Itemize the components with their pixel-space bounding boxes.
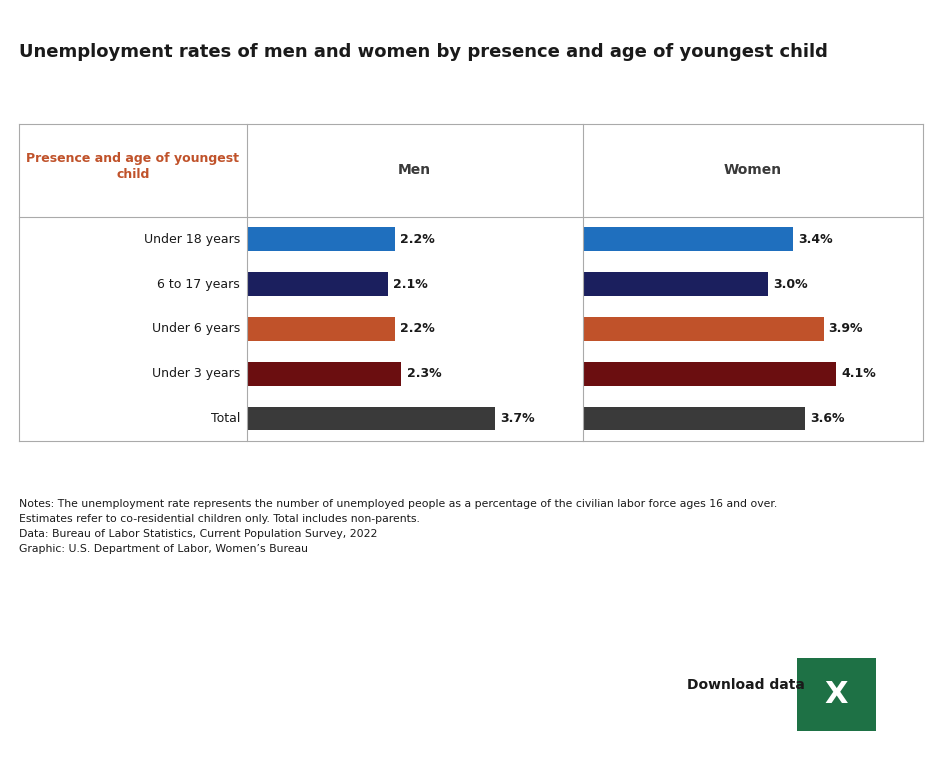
Text: 3.9%: 3.9% <box>829 323 863 335</box>
Text: 3.4%: 3.4% <box>798 233 832 245</box>
Text: Men: Men <box>398 163 432 177</box>
Text: 2.2%: 2.2% <box>400 323 434 335</box>
Text: Under 6 years: Under 6 years <box>152 323 240 335</box>
Text: 3.6%: 3.6% <box>810 413 844 425</box>
Text: Unemployment rates of men and women by presence and age of youngest child: Unemployment rates of men and women by p… <box>19 43 828 60</box>
Text: 4.1%: 4.1% <box>841 368 876 380</box>
Bar <box>247 362 402 385</box>
Text: Download data: Download data <box>687 678 804 692</box>
Bar <box>582 362 836 385</box>
Bar <box>582 272 768 296</box>
Bar <box>582 228 793 251</box>
Bar <box>247 317 394 341</box>
Bar <box>247 272 388 296</box>
Text: X: X <box>825 680 848 709</box>
Text: Under 3 years: Under 3 years <box>152 368 240 380</box>
Text: Notes: The unemployment rate represents the number of unemployed people as a per: Notes: The unemployment rate represents … <box>19 499 777 553</box>
Text: Under 18 years: Under 18 years <box>144 233 240 245</box>
Text: 6 to 17 years: 6 to 17 years <box>158 278 240 290</box>
Text: 2.2%: 2.2% <box>400 233 434 245</box>
Text: 3.0%: 3.0% <box>773 278 808 290</box>
Text: Women: Women <box>723 163 782 177</box>
Text: Presence and age of youngest
child: Presence and age of youngest child <box>26 152 240 181</box>
Text: Total: Total <box>211 413 240 425</box>
FancyBboxPatch shape <box>797 658 876 731</box>
Text: 2.1%: 2.1% <box>393 278 428 290</box>
Bar <box>247 407 495 430</box>
Text: 2.3%: 2.3% <box>406 368 442 380</box>
Bar <box>582 407 805 430</box>
Bar <box>247 228 394 251</box>
Bar <box>582 317 824 341</box>
Text: 3.7%: 3.7% <box>500 413 535 425</box>
